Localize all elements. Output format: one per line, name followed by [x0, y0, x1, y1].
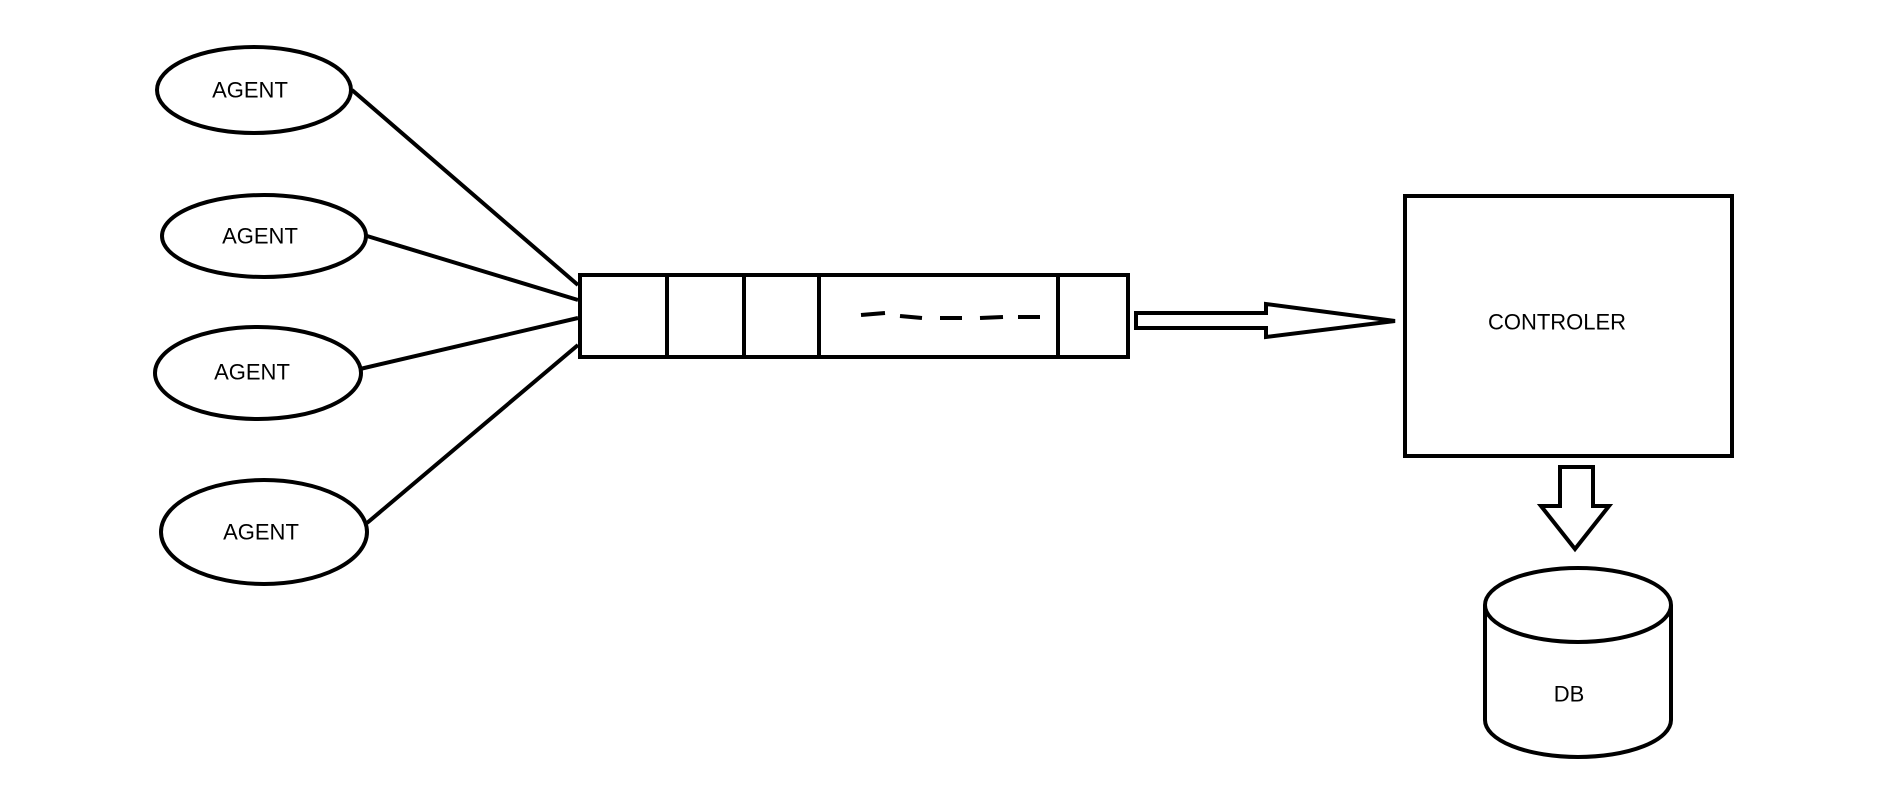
database-cylinder: DB — [1483, 566, 1673, 759]
queue-to-controller-arrow — [1134, 301, 1396, 340]
queue-ellipsis — [860, 311, 1040, 320]
agent-node: AGENT — [159, 478, 369, 586]
connector-agent-3 — [359, 316, 579, 371]
controller-box: CONTROLER — [1403, 194, 1734, 458]
agent-label: AGENT — [222, 224, 298, 249]
controller-label: CONTROLER — [1488, 310, 1626, 335]
connector-agent-1 — [350, 88, 580, 287]
agent-label: AGENT — [223, 520, 299, 545]
agent-label: AGENT — [214, 360, 290, 385]
connector-agent-4 — [365, 343, 580, 525]
agent-node: AGENT — [155, 45, 353, 135]
agent-label: AGENT — [212, 78, 288, 103]
agent-node: AGENT — [153, 325, 363, 421]
message-queue — [578, 273, 1130, 359]
database-label: DB — [1554, 682, 1585, 707]
connector-agent-2 — [366, 234, 579, 302]
controller-to-db-arrow — [1536, 465, 1614, 553]
agent-node: AGENT — [160, 193, 368, 279]
